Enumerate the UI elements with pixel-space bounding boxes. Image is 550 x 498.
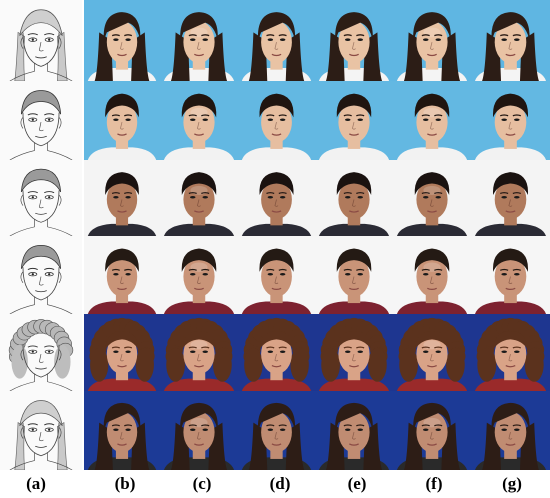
sketch-drawing xyxy=(0,0,82,81)
face-photo xyxy=(471,160,550,236)
face-photo xyxy=(393,391,471,470)
face-photo xyxy=(471,236,550,314)
face-photo-image xyxy=(471,160,550,236)
face-photo-image xyxy=(393,236,471,314)
column-caption: (d) xyxy=(269,474,291,493)
face-photo-image xyxy=(315,81,393,160)
sketch-drawing xyxy=(0,314,82,391)
face-photo-image xyxy=(84,0,160,81)
face-photo-image xyxy=(315,0,393,81)
column-caption: (a) xyxy=(26,474,46,493)
sketch-image xyxy=(0,0,82,81)
face-photo xyxy=(471,0,550,81)
sketch-drawing xyxy=(0,236,82,314)
face-photo-image xyxy=(160,0,238,81)
face-photo xyxy=(160,391,238,470)
face-photo xyxy=(160,236,238,314)
face-photo xyxy=(238,391,315,470)
face-photo xyxy=(84,391,160,470)
face-photo xyxy=(160,314,238,391)
face-photo-image xyxy=(238,236,315,314)
face-photo-image xyxy=(84,391,160,470)
face-photo-image xyxy=(315,160,393,236)
face-photo xyxy=(160,0,238,81)
face-photo xyxy=(393,81,471,160)
face-photo xyxy=(84,81,160,160)
face-photo-image xyxy=(393,160,471,236)
face-photo-image xyxy=(84,236,160,314)
face-photo xyxy=(84,236,160,314)
face-photo xyxy=(238,314,315,391)
column-caption: (b) xyxy=(114,474,136,493)
face-photo-image xyxy=(238,0,315,81)
face-photo-image xyxy=(84,160,160,236)
face-photo xyxy=(160,160,238,236)
face-photo-image xyxy=(471,236,550,314)
face-photo xyxy=(315,236,393,314)
sketch-image xyxy=(0,391,82,470)
face-photo-image xyxy=(84,314,160,391)
face-photo xyxy=(238,0,315,81)
face-photo xyxy=(238,160,315,236)
face-photo-image xyxy=(471,391,550,470)
face-photo-image xyxy=(471,0,550,81)
sketch-image xyxy=(0,314,82,391)
face-photo xyxy=(393,314,471,391)
sketch-drawing xyxy=(0,160,82,236)
face-photo-image xyxy=(238,391,315,470)
column-caption: (f) xyxy=(425,474,443,493)
sketch-drawing xyxy=(0,81,82,160)
sketch-drawing xyxy=(0,391,82,470)
face-photo-image xyxy=(238,81,315,160)
face-photo xyxy=(315,391,393,470)
face-photo-image xyxy=(471,81,550,160)
sketch-image xyxy=(0,81,82,160)
face-photo-image xyxy=(84,81,160,160)
face-photo xyxy=(471,314,550,391)
face-image-grid xyxy=(0,0,550,470)
face-photo xyxy=(393,236,471,314)
column-caption: (c) xyxy=(192,474,212,493)
face-photo xyxy=(84,160,160,236)
face-photo xyxy=(84,0,160,81)
face-photo xyxy=(471,391,550,470)
face-photo xyxy=(393,160,471,236)
face-photo xyxy=(160,81,238,160)
face-photo xyxy=(238,81,315,160)
column-caption: (g) xyxy=(502,474,522,493)
face-photo-image xyxy=(238,160,315,236)
face-photo-image xyxy=(393,314,471,391)
face-photo-image xyxy=(393,0,471,81)
face-photo xyxy=(393,0,471,81)
face-photo xyxy=(315,160,393,236)
face-photo-image xyxy=(315,236,393,314)
column-caption: (e) xyxy=(347,474,367,493)
sketch-image xyxy=(0,236,82,314)
face-photo-image xyxy=(315,391,393,470)
face-photo-image xyxy=(160,314,238,391)
face-photo-image xyxy=(471,314,550,391)
face-photo-image xyxy=(160,160,238,236)
face-photo-image xyxy=(393,81,471,160)
face-photo xyxy=(471,81,550,160)
face-photo xyxy=(84,314,160,391)
face-photo-image xyxy=(160,81,238,160)
face-photo-image xyxy=(160,391,238,470)
face-photo xyxy=(238,236,315,314)
face-photo-image xyxy=(160,236,238,314)
sketch-image xyxy=(0,160,82,236)
face-photo xyxy=(315,81,393,160)
face-photo-image xyxy=(315,314,393,391)
face-photo-image xyxy=(393,391,471,470)
face-photo-image xyxy=(238,314,315,391)
face-photo xyxy=(315,314,393,391)
face-photo xyxy=(315,0,393,81)
